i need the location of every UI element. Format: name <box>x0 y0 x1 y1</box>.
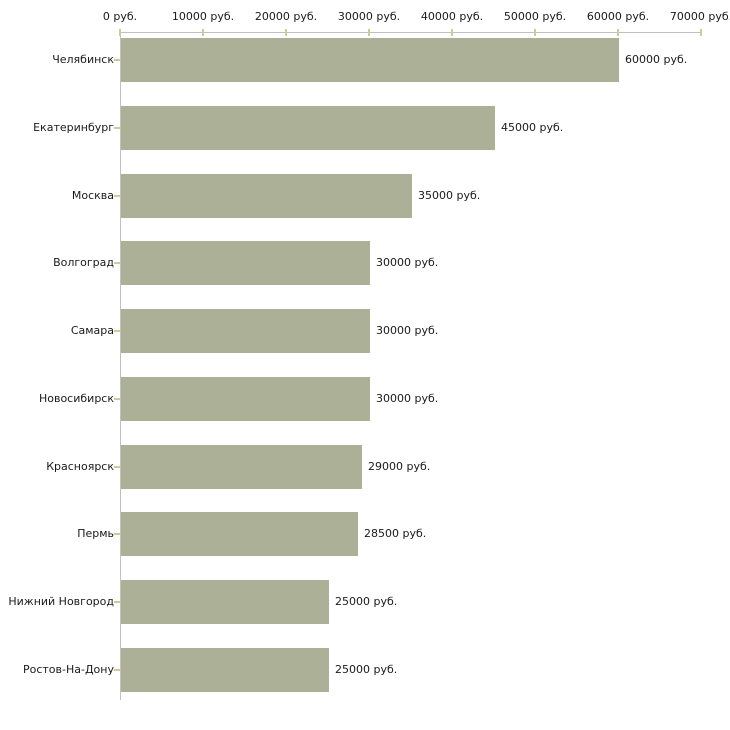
value-label: 28500 руб. <box>364 527 427 540</box>
category-tick-mark <box>114 127 120 129</box>
x-axis-tick-mark <box>534 29 536 36</box>
x-axis-tick-mark <box>202 29 204 36</box>
value-label: 29000 руб. <box>368 460 431 473</box>
x-axis-tick-mark <box>119 29 121 36</box>
x-axis-tick-label: 40000 руб. <box>420 10 484 23</box>
x-axis-line <box>120 32 702 33</box>
value-label: 60000 руб. <box>625 53 688 66</box>
category-label: Красноярск <box>46 460 114 473</box>
category-tick-mark <box>114 59 120 61</box>
bar <box>121 445 362 489</box>
x-axis-tick-label: 30000 руб. <box>337 10 401 23</box>
category-tick-mark <box>114 398 120 400</box>
category-label: Новосибирск <box>38 392 114 405</box>
category-label: Екатеринбург <box>33 121 114 134</box>
bar <box>121 512 358 556</box>
category-tick-mark <box>114 533 120 535</box>
value-label: 30000 руб. <box>376 324 439 337</box>
x-axis-tick-label: 50000 руб. <box>503 10 567 23</box>
bar <box>121 174 412 218</box>
category-label: Челябинск <box>52 53 114 66</box>
category-label: Москва <box>71 189 114 202</box>
value-label: 25000 руб. <box>335 595 398 608</box>
value-label: 25000 руб. <box>335 663 398 676</box>
value-label: 45000 руб. <box>501 121 564 134</box>
value-label: 30000 руб. <box>376 392 439 405</box>
bar <box>121 648 329 692</box>
category-tick-mark <box>114 195 120 197</box>
category-label: Нижний Новгород <box>8 595 114 608</box>
category-tick-mark <box>114 669 120 671</box>
bar <box>121 377 370 421</box>
x-axis-tick-mark <box>285 29 287 36</box>
x-axis-tick-mark <box>368 29 370 36</box>
bar <box>121 309 370 353</box>
bar <box>121 106 495 150</box>
x-axis-tick-label: 10000 руб. <box>171 10 235 23</box>
value-label: 30000 руб. <box>376 256 439 269</box>
category-tick-mark <box>114 466 120 468</box>
x-axis-tick-label: 60000 руб. <box>586 10 650 23</box>
y-axis-line <box>120 32 121 700</box>
x-axis-tick-label: 0 руб. <box>102 10 138 23</box>
bar <box>121 241 370 285</box>
x-axis-tick-mark <box>617 29 619 36</box>
bar <box>121 38 619 82</box>
category-label: Самара <box>70 324 114 337</box>
x-axis-tick-mark <box>700 29 702 36</box>
category-tick-mark <box>114 330 120 332</box>
bar <box>121 580 329 624</box>
category-tick-mark <box>114 601 120 603</box>
value-label: 35000 руб. <box>418 189 481 202</box>
x-axis-tick-mark <box>451 29 453 36</box>
x-axis-tick-label: 20000 руб. <box>254 10 318 23</box>
x-axis-tick-label: 70000 руб. <box>669 10 730 23</box>
category-tick-mark <box>114 262 120 264</box>
category-label: Волгоград <box>53 256 114 269</box>
category-label: Пермь <box>77 527 114 540</box>
category-label: Ростов-На-Дону <box>22 663 114 676</box>
